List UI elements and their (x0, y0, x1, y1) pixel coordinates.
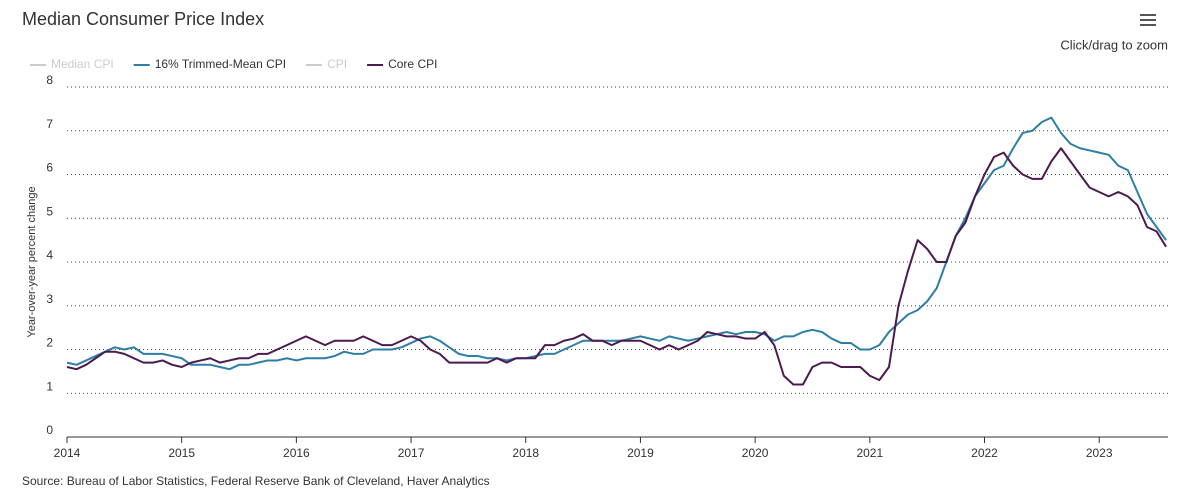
y-tick-label: 0 (46, 423, 53, 437)
menu-button[interactable] (1136, 10, 1160, 32)
y-tick-label: 6 (46, 161, 53, 175)
x-tick-label: 2021 (856, 446, 883, 460)
x-tick-label: 2022 (971, 446, 998, 460)
legend-item[interactable]: Core CPI (367, 57, 437, 71)
x-tick-label: 2019 (627, 446, 654, 460)
legend-item[interactable]: CPI (306, 57, 347, 71)
y-tick-label: 2 (46, 336, 53, 350)
x-tick-label: 2023 (1086, 446, 1113, 460)
y-axis-label: Year-over-year percent change (26, 186, 38, 337)
series-line (66, 116, 1167, 371)
y-tick-label: 7 (46, 117, 53, 131)
y-tick-label: 3 (46, 292, 53, 306)
legend-label: Core CPI (388, 57, 437, 71)
legend-item[interactable]: 16% Trimmed-Mean CPI (133, 57, 286, 71)
legend-item[interactable]: Median CPI (30, 57, 114, 71)
legend-label: Median CPI (51, 57, 114, 71)
x-tick-label: 2016 (283, 446, 310, 460)
series-line (66, 147, 1167, 386)
zoom-hint: Click/drag to zoom (1060, 37, 1168, 52)
y-tick-label: 4 (46, 248, 53, 262)
legend-label: 16% Trimmed-Mean CPI (155, 57, 286, 71)
y-tick-label: 8 (46, 73, 53, 87)
x-tick-label: 2014 (54, 446, 81, 460)
y-tick-label: 5 (46, 204, 53, 218)
x-tick-label: 2017 (398, 446, 425, 460)
legend-label: CPI (327, 57, 347, 71)
x-tick-label: 2018 (512, 446, 539, 460)
chart-title: Median Consumer Price Index (22, 9, 264, 29)
y-tick-label: 1 (46, 379, 53, 393)
x-tick-label: 2020 (742, 446, 769, 460)
x-tick-label: 2015 (168, 446, 195, 460)
source: Source: Bureau of Labor Statistics, Fede… (22, 474, 490, 488)
